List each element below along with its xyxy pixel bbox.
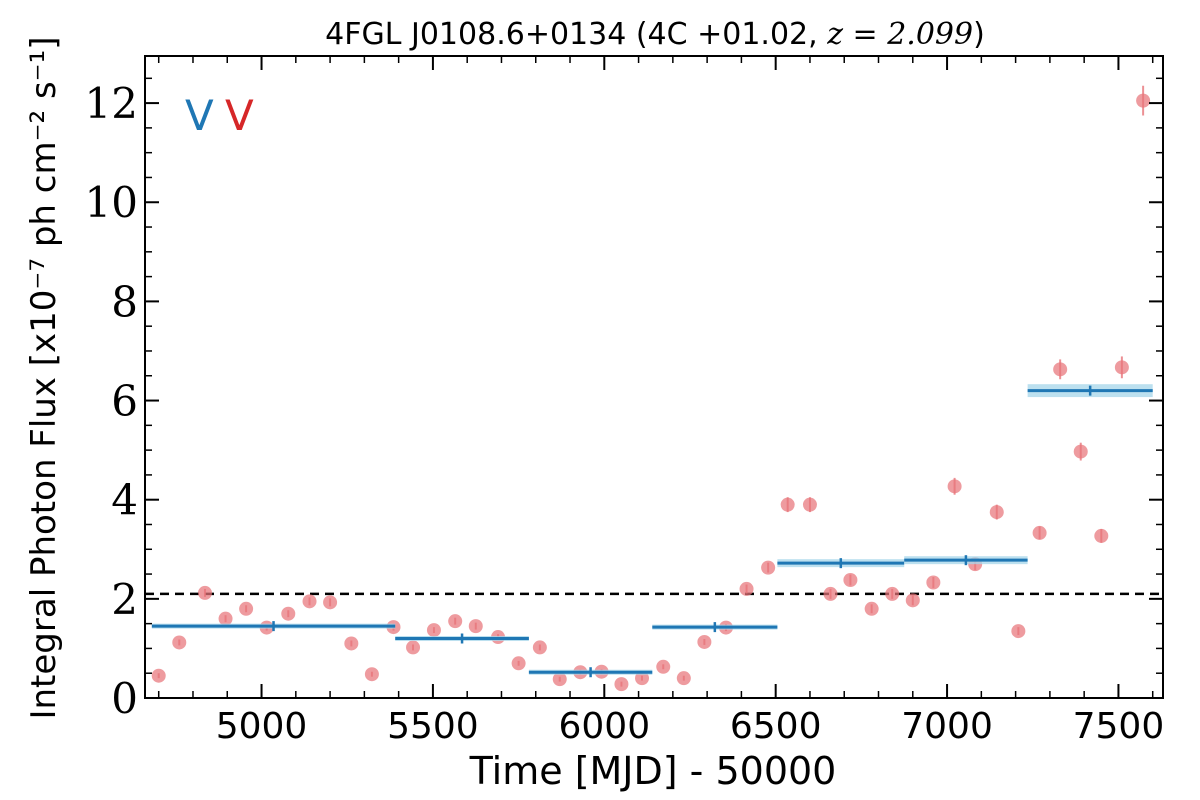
- flux-point: [552, 672, 567, 687]
- y-tick-label: 4: [111, 476, 138, 525]
- flux-point: [823, 586, 838, 601]
- y-axis-label: Integral Photon Flux [x10⁻⁷ ph cm⁻² s⁻¹]: [24, 36, 64, 719]
- flux-point: [426, 623, 441, 638]
- flux-point: [1011, 624, 1026, 639]
- x-tick-label: 5500: [387, 706, 479, 747]
- flux-point: [323, 595, 338, 610]
- chart-title-main: 4FGL J0108.6+0134 (4C +01.02,: [325, 17, 827, 52]
- flux-point: [802, 497, 817, 512]
- x-tick-label: 5000: [216, 706, 308, 747]
- y-tick-label: 12: [85, 79, 138, 128]
- flux-point: [697, 634, 712, 649]
- flux-point: [302, 594, 317, 609]
- y-tick-label: 6: [111, 377, 138, 426]
- chart-title: 4FGL J0108.6+0134 (4C +01.02, z = 2.099): [325, 17, 985, 52]
- flux-point: [239, 601, 254, 616]
- chart-title-redshift: z = 2.099: [826, 17, 973, 52]
- flux-point: [761, 560, 776, 575]
- flux-point: [281, 606, 296, 621]
- y-tick-label: 10: [85, 178, 138, 227]
- flux-point: [885, 586, 900, 601]
- flux-point: [676, 671, 691, 686]
- flux-point: [739, 581, 754, 596]
- flux-point: [468, 619, 483, 634]
- v-marker-1: V: [185, 91, 214, 140]
- flux-point: [1032, 525, 1047, 540]
- flux-point: [344, 636, 359, 651]
- flux-point: [406, 640, 421, 655]
- flux-point: [197, 585, 212, 600]
- x-tick-label: 6000: [558, 706, 650, 747]
- flux-point: [989, 505, 1004, 520]
- axes: 5000 5500 6000 6500 7000 7500 0 2 4 6 8 10 12: [85, 55, 1165, 747]
- flux-point: [1136, 93, 1151, 108]
- flux-point: [1073, 444, 1088, 459]
- flux-point: [511, 656, 526, 671]
- flux-point: [947, 479, 962, 494]
- plot-frame: [144, 55, 1164, 699]
- flux-point: [864, 601, 879, 616]
- x-tick-label: 6500: [730, 706, 822, 747]
- flux-point: [926, 575, 941, 590]
- y-tick-label: 2: [111, 575, 138, 624]
- y-tick-label: 8: [111, 277, 138, 326]
- flux-point: [151, 668, 166, 683]
- flux-point: [1114, 360, 1129, 375]
- flux-point: [1094, 528, 1109, 543]
- flux-point: [448, 614, 463, 629]
- flux-point: [614, 677, 629, 692]
- flux-point: [905, 593, 920, 608]
- v-marker-2: V: [225, 91, 254, 140]
- flux-point: [172, 635, 187, 650]
- flux-point: [780, 497, 795, 512]
- chart-title-close: ): [973, 17, 985, 52]
- x-tick-label: 7000: [901, 706, 993, 747]
- flux-point: [1053, 362, 1068, 377]
- flux-point: [843, 573, 858, 588]
- y-tick-label: 0: [111, 674, 138, 723]
- flux-point: [532, 640, 547, 655]
- flux-point: [364, 667, 379, 682]
- flux-point: [656, 659, 671, 674]
- x-axis-label: Time [MJD] - 50000: [469, 749, 837, 793]
- x-tick-label: 7500: [1073, 706, 1165, 747]
- flux-point: [218, 611, 233, 626]
